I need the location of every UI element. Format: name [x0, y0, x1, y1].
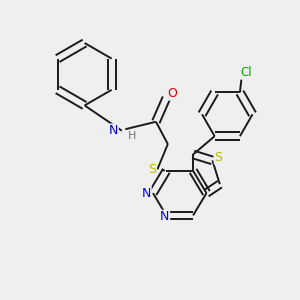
Text: S: S: [148, 163, 156, 176]
Text: O: O: [167, 87, 177, 100]
Text: Cl: Cl: [240, 66, 252, 79]
Text: N: N: [109, 124, 118, 137]
Text: N: N: [160, 210, 170, 224]
Text: S: S: [214, 151, 222, 164]
Text: N: N: [142, 187, 151, 200]
Text: H: H: [128, 131, 136, 141]
